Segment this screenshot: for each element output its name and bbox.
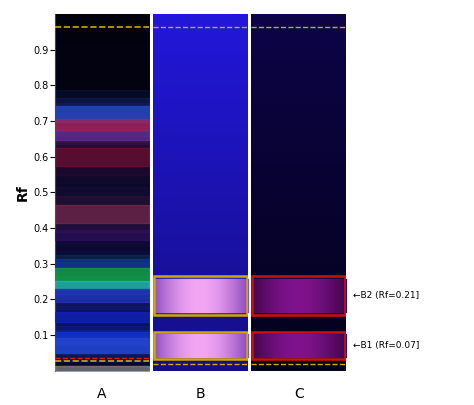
Bar bbox=[252, 276, 345, 315]
Y-axis label: Rf: Rf bbox=[16, 184, 30, 201]
Bar bbox=[154, 332, 246, 359]
Text: ←B1 (Rf=0.07]: ←B1 (Rf=0.07] bbox=[353, 341, 419, 350]
Text: B: B bbox=[195, 387, 205, 401]
Text: A: A bbox=[97, 387, 107, 401]
Text: C: C bbox=[294, 387, 303, 401]
Bar bbox=[154, 276, 246, 315]
Bar bbox=[252, 332, 345, 359]
Text: ←B2 (Rf=0.21]: ←B2 (Rf=0.21] bbox=[353, 291, 419, 300]
